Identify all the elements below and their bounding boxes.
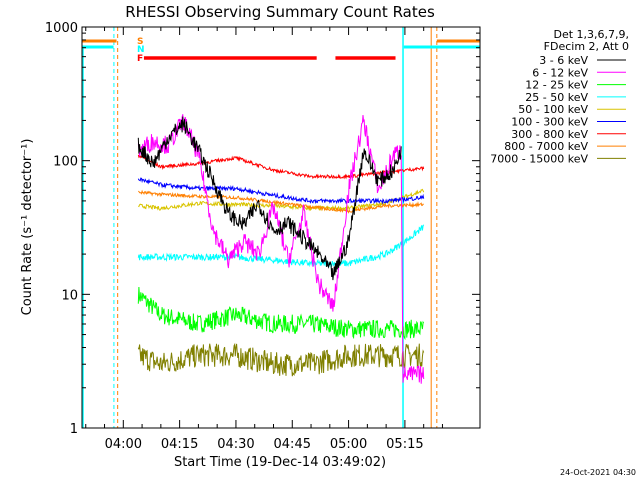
axis-group: 04:00 04:15 04:30 04:45 05:00 05:15 1 10 100 1000 <box>45 21 481 452</box>
y-tick-label-2: 100 <box>53 155 78 170</box>
series-line-2 <box>137 286 425 341</box>
y-tick-label-3: 1000 <box>45 21 78 36</box>
y-tick-label-0: 1 <box>70 422 78 437</box>
x-axis-label: Start Time (19-Dec-14 03:49:02) <box>174 455 386 470</box>
flag-label-s: S <box>137 37 143 47</box>
legend-label-5: 100 - 300 keV <box>511 116 588 129</box>
y-axis-label: Count Rate (s⁻¹ detector⁻¹) <box>20 139 35 316</box>
legend-label-8: 7000 - 15000 keV <box>490 152 588 165</box>
legend-label-4: 50 - 100 keV <box>518 103 588 116</box>
x-tick-label-0: 04:00 <box>105 437 142 452</box>
legend-label-1: 6 - 12 keV <box>532 66 588 79</box>
y-tick-label-1: 10 <box>61 288 78 303</box>
series-line-3 <box>137 224 425 269</box>
legend-label-0: 3 - 6 keV <box>539 54 588 67</box>
plot-frame <box>81 26 481 429</box>
legend-header-line-2: FDecim 2, Att 0 <box>544 40 629 53</box>
legend: Det 1,3,6,7,9, FDecim 2, Att 0 3 - 6 keV… <box>490 28 629 165</box>
series-line-5 <box>137 177 425 205</box>
series-line-6 <box>137 154 425 180</box>
flag-label-f: F <box>137 54 143 64</box>
series-line-0 <box>137 116 402 281</box>
chart-title: RHESSI Observing Summary Count Rates <box>125 3 435 21</box>
flag-label-n: N <box>137 45 145 55</box>
generation-timestamp: 24-Oct-2021 04:30 <box>560 468 636 477</box>
x-tick-label-2: 04:30 <box>217 437 254 452</box>
legend-label-2: 12 - 25 keV <box>525 79 588 92</box>
series-line-8 <box>137 342 425 377</box>
series-group <box>137 114 425 384</box>
series-line-7 <box>138 189 424 214</box>
x-tick-label-4: 05:00 <box>330 437 367 452</box>
x-tick-label-1: 04:15 <box>161 437 198 452</box>
x-tick-label-5: 05:15 <box>386 437 423 452</box>
x-tick-label-3: 04:45 <box>274 437 311 452</box>
legend-label-7: 800 - 7000 keV <box>504 140 588 153</box>
legend-label-3: 25 - 50 keV <box>525 91 588 104</box>
legend-label-6: 300 - 800 keV <box>511 128 588 141</box>
legend-header-line-1: Det 1,3,6,7,9, <box>553 28 629 41</box>
